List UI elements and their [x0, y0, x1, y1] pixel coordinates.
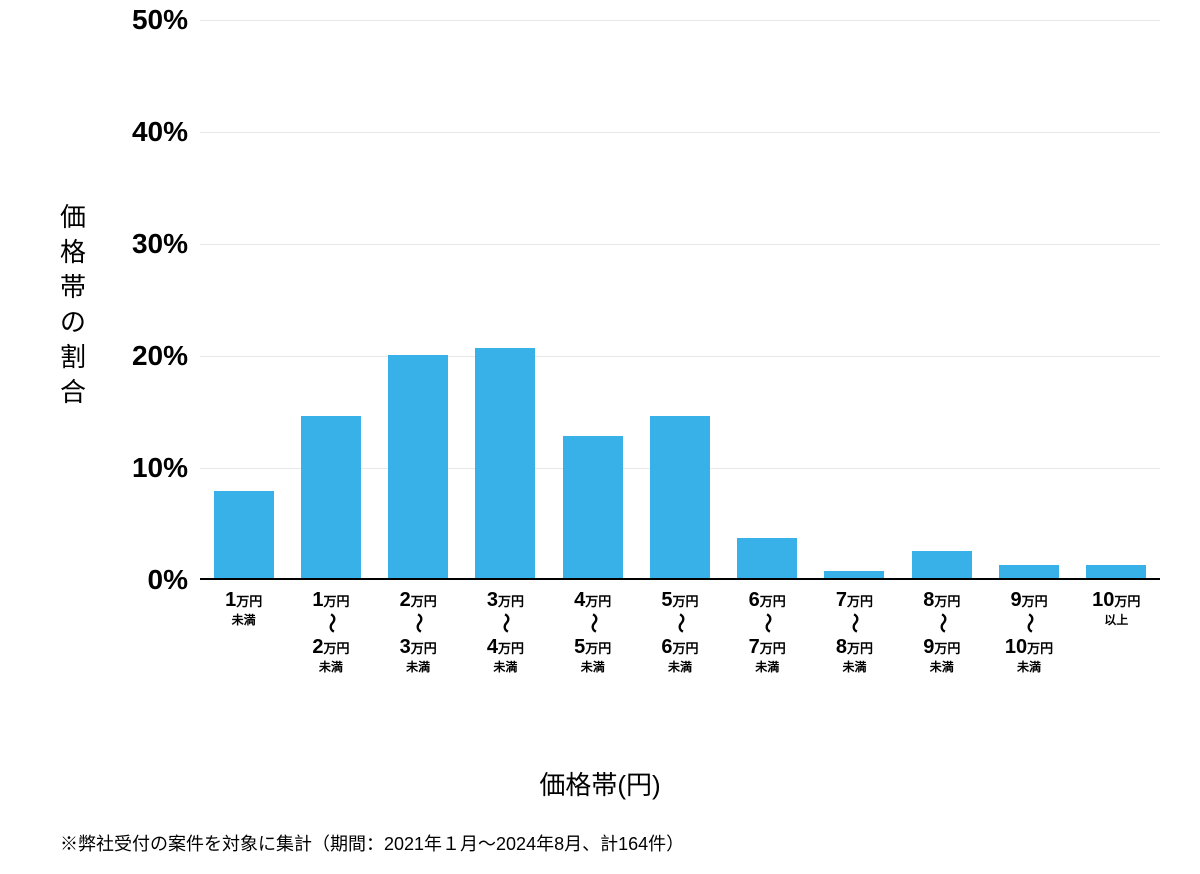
footnote: ※弊社受付の案件を対象に集計（期間：2021年１月〜2024年8月、計164件）: [60, 830, 684, 856]
y-tick-label: 10%: [132, 452, 188, 484]
bar-slot: [898, 20, 985, 578]
bar: [475, 348, 535, 578]
bar-slot: [811, 20, 898, 578]
x-axis-title: 価格帯(円): [0, 765, 1200, 802]
bar: [301, 416, 361, 578]
bar-slot: [287, 20, 374, 578]
bar: [824, 571, 884, 578]
y-tick-label: 40%: [132, 116, 188, 148]
x-axis-line: [200, 578, 1160, 580]
bar-slot: [462, 20, 549, 578]
x-tick-label: 8万円〜9万円未満: [898, 588, 985, 675]
plot-area: 0%10%20%30%40%50%1万円未満1万円〜2万円未満2万円〜3万円未満…: [200, 20, 1160, 580]
bar: [912, 551, 972, 578]
bar-slot: [200, 20, 287, 578]
y-tick-label: 20%: [132, 340, 188, 372]
bar-slot: [985, 20, 1072, 578]
x-labels-row: 1万円未満1万円〜2万円未満2万円〜3万円未満3万円〜4万円未満4万円〜5万円未…: [200, 588, 1160, 675]
y-tick-label: 50%: [132, 4, 188, 36]
x-tick-label: 6万円〜7万円未満: [724, 588, 811, 675]
x-tick-label: 10万円以上: [1073, 588, 1160, 675]
bar-slot: [1073, 20, 1160, 578]
y-tick-label: 30%: [132, 228, 188, 260]
x-tick-label: 2万円〜3万円未満: [375, 588, 462, 675]
x-tick-label: 1万円未満: [200, 588, 287, 675]
bar: [999, 565, 1059, 578]
bar-slot: [724, 20, 811, 578]
x-tick-label: 7万円〜8万円未満: [811, 588, 898, 675]
bar: [650, 416, 710, 578]
bar: [737, 538, 797, 578]
bar-slot: [636, 20, 723, 578]
y-tick-label: 0%: [148, 564, 188, 596]
x-tick-label: 4万円〜5万円未満: [549, 588, 636, 675]
bars-container: [200, 20, 1160, 578]
bar: [563, 436, 623, 578]
bar-chart: 価 格 帯 の 割 合 0%10%20%30%40%50%1万円未満1万円〜2万…: [60, 20, 1180, 720]
x-tick-label: 1万円〜2万円未満: [287, 588, 374, 675]
x-tick-label: 9万円〜10万円未満: [985, 588, 1072, 675]
x-tick-label: 5万円〜6万円未満: [636, 588, 723, 675]
bar-slot: [375, 20, 462, 578]
y-axis-title: 価 格 帯 の 割 合: [60, 200, 86, 411]
bar: [1086, 565, 1146, 578]
bar: [388, 355, 448, 578]
bar: [214, 491, 274, 578]
bar-slot: [549, 20, 636, 578]
x-tick-label: 3万円〜4万円未満: [462, 588, 549, 675]
